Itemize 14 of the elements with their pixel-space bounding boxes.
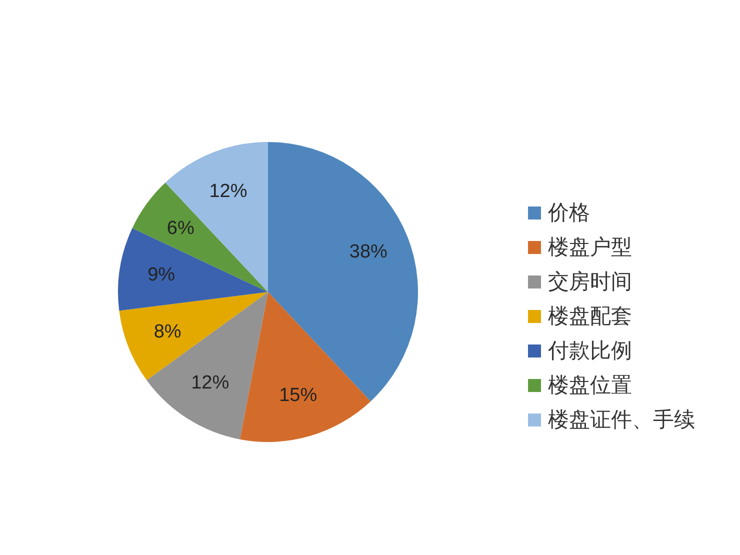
data-label: 8% (154, 321, 182, 342)
data-label: 9% (148, 264, 176, 286)
data-label: 6% (166, 218, 194, 240)
legend-label: 付款比例 (547, 340, 632, 362)
data-label: 38% (349, 242, 388, 263)
legend-label: 楼盘证件、手续 (548, 408, 695, 432)
data-label: 12% (209, 181, 248, 202)
data-label: 15% (279, 385, 318, 406)
legend-label: 楼盘配套 (548, 305, 632, 328)
legend-label: 楼盘位置 (548, 374, 632, 397)
legend-label: 价格 (547, 202, 590, 224)
legend-label: 楼盘户型 (548, 236, 632, 259)
legend-label: 交房时间 (548, 270, 632, 294)
data-label: 12% (191, 372, 230, 394)
